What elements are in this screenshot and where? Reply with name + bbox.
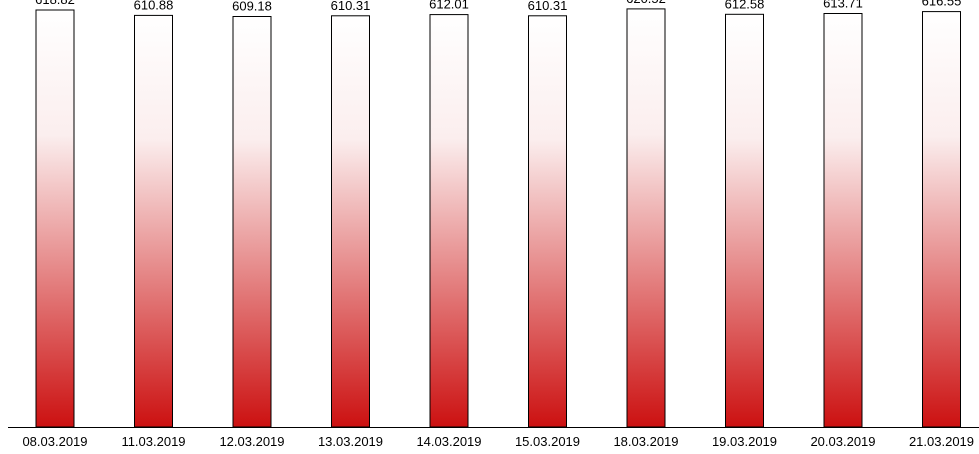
tick-label-13.03.2019: 13.03.2019	[318, 434, 383, 449]
x-axis-tick-labels: 08.03.2019 11.03.2019 12.03.2019 13.03.2019…	[22, 434, 974, 449]
tick-label-20.03.2019: 20.03.2019	[810, 434, 875, 449]
tick-label-18.03.2019: 18.03.2019	[613, 434, 678, 449]
value-label-15.03.2019: 610.31	[528, 0, 568, 13]
value-label-08.03.2019: 618.82	[35, 0, 75, 7]
tick-label-19.03.2019: 19.03.2019	[712, 434, 777, 449]
bar-19.03.2019	[725, 13, 764, 428]
tick-label-14.03.2019: 14.03.2019	[416, 434, 481, 449]
bar-12.03.2019	[232, 16, 272, 428]
bar-13.03.2019	[331, 15, 370, 428]
value-label-11.03.2019: 610.88	[134, 0, 174, 12]
tick-label-15.03.2019: 15.03.2019	[515, 434, 580, 449]
tick-label-21.03.2019: 21.03.2019	[909, 434, 974, 449]
value-label-14.03.2019: 612.01	[429, 0, 469, 12]
bar-21.03.2019	[922, 11, 961, 428]
value-label-12.03.2019: 609.18	[232, 0, 272, 14]
value-label-19.03.2019: 612.58	[725, 0, 765, 11]
value-label-20.03.2019: 613.71	[823, 0, 863, 11]
bar-11.03.2019	[134, 14, 173, 428]
tick-label-11.03.2019: 11.03.2019	[121, 434, 185, 449]
bar-20.03.2019	[823, 13, 863, 428]
tick-label-08.03.2019: 08.03.2019	[22, 434, 87, 449]
bar-18.03.2019	[626, 8, 666, 428]
value-label-18.03.2019: 620.52	[626, 0, 666, 6]
bar-08.03.2019	[35, 9, 75, 428]
tick-label-12.03.2019: 12.03.2019	[219, 434, 284, 449]
value-labels-group: 618.82 610.88 609.18 610.31 612.01 610.31 620.…	[35, 0, 961, 14]
value-label-21.03.2019: 616.55	[922, 0, 962, 9]
bar-15.03.2019	[528, 15, 567, 428]
bars-group	[35, 8, 961, 428]
bar-14.03.2019	[429, 14, 469, 428]
value-label-13.03.2019: 610.31	[331, 0, 371, 13]
